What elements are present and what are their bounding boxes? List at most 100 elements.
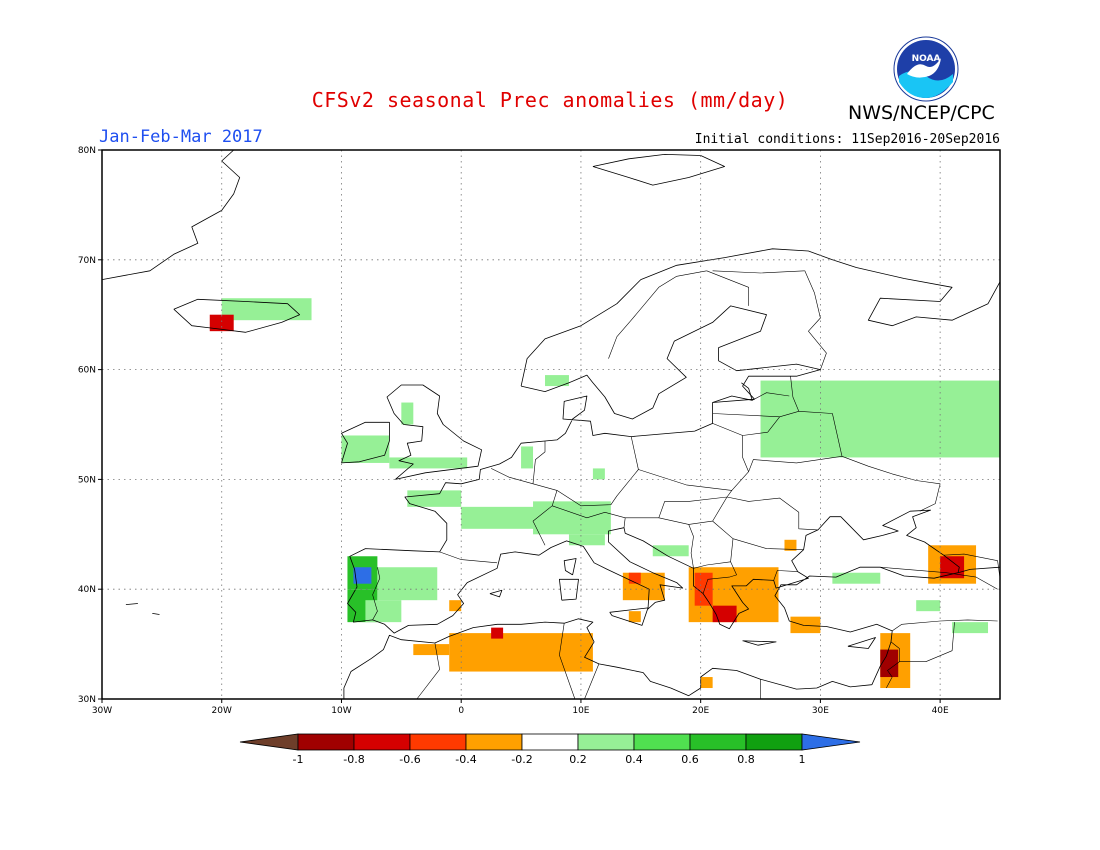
country-border [623, 517, 626, 528]
lat-tick-label: 70N [78, 256, 96, 266]
colorbar-label: 0.2 [569, 753, 587, 766]
country-border [416, 642, 440, 700]
anomaly-cell [880, 649, 899, 678]
anomaly-cell [952, 622, 989, 634]
country-border [712, 413, 780, 418]
lon-tick-label: 30W [92, 706, 112, 716]
lon-tick-label: 30E [812, 706, 829, 716]
anomaly-cell [760, 380, 1000, 458]
coastline [341, 421, 390, 464]
lon-tick-label: 0 [458, 706, 464, 716]
noaa-logo-icon: NOAA [893, 36, 959, 102]
anomaly-cell [790, 616, 821, 634]
colorbar-segment [577, 733, 635, 751]
country-border [532, 441, 546, 484]
anomaly-cell [628, 611, 641, 623]
plot-title: CFSv2 seasonal Prec anomalies (mm/day) [311, 88, 789, 112]
country-border [892, 619, 998, 632]
initial-conditions: Initial conditions: 11Sep2016-20Sep2016 [694, 132, 1000, 147]
country-border [693, 561, 731, 569]
country-border [798, 411, 843, 457]
coastline [742, 640, 777, 646]
forecast-period: Jan-Feb-Mar 2017 [99, 127, 263, 147]
lon-tick-label: 20W [212, 706, 232, 716]
colorbar-label: -0.4 [455, 753, 476, 766]
coastline [489, 589, 503, 598]
graticule [102, 150, 1000, 699]
coastline [101, 149, 241, 280]
anomaly-cell [389, 457, 468, 469]
anomaly-cell [652, 545, 689, 557]
colorbar: -1 -0.8 -0.6 -0.4 -0.2 0.2 0.4 0.6 0.8 1 [239, 733, 861, 766]
colorbar-segment [689, 733, 747, 751]
country-border [748, 456, 941, 512]
country-border [706, 270, 749, 306]
colorbar-segment [409, 733, 467, 751]
anomaly-cell [592, 468, 605, 480]
anomaly-cell [832, 572, 881, 584]
lat-tick-label: 30N [78, 695, 96, 705]
colorbar-label: -0.2 [511, 753, 532, 766]
coastline [563, 558, 577, 576]
coastline [559, 578, 579, 601]
map-frame [101, 149, 1001, 700]
colorbar-segment [465, 733, 523, 751]
anomaly-layer [209, 298, 1000, 689]
anomaly-cell [449, 633, 593, 672]
country-border [732, 538, 804, 550]
colorbar-under-triangle [239, 733, 299, 751]
anomaly-cell [700, 677, 713, 689]
lat-tick-label: 40N [78, 585, 96, 595]
country-border [608, 270, 707, 359]
lon-tick-label: 20E [692, 706, 709, 716]
anomaly-cell [568, 534, 605, 546]
country-border [886, 641, 900, 689]
colorbar-segment [521, 733, 579, 751]
colorbar-label: 0.8 [737, 753, 755, 766]
anomaly-cell [694, 572, 713, 606]
coastline [386, 384, 482, 480]
lon-tick-label: 10W [331, 706, 351, 716]
org-label: NWS/NCEP/CPC [848, 102, 995, 124]
colorbar-label: 0.4 [625, 753, 643, 766]
colorbar-segment [353, 733, 411, 751]
country-border [584, 663, 600, 700]
country-border [638, 423, 749, 491]
country-border [752, 392, 790, 401]
country-border [712, 270, 805, 274]
colorbar-label: -0.8 [343, 753, 364, 766]
anomaly-cell [449, 600, 462, 612]
coastline [847, 637, 876, 649]
coastline [957, 566, 1001, 574]
country-border [773, 570, 798, 581]
colorbar-label: -1 [293, 753, 304, 766]
coastline [520, 248, 1001, 387]
lon-tick-label: 40E [932, 706, 949, 716]
country-border [658, 496, 728, 525]
anomaly-cell [521, 446, 534, 469]
anomaly-cell [784, 539, 797, 551]
country-border [899, 622, 955, 662]
country-border [439, 551, 498, 564]
country-border [804, 270, 827, 370]
country-border [372, 567, 381, 621]
anomaly-cell [916, 600, 941, 612]
anomaly-cell [491, 627, 504, 639]
anomaly-cell [628, 572, 641, 584]
colorbar-label: 0.6 [681, 753, 699, 766]
country-border [688, 524, 694, 569]
country-border [556, 436, 639, 507]
anomaly-cell [341, 435, 390, 463]
colorbar-segment [297, 733, 355, 751]
coastline [609, 607, 649, 626]
coastline [173, 298, 300, 333]
country-border [559, 623, 576, 700]
country-border [742, 376, 800, 436]
coastline [125, 603, 138, 605]
coastline [152, 613, 160, 615]
colorbar-over-triangle [801, 733, 861, 751]
country-border [726, 496, 819, 531]
country-border [880, 566, 998, 590]
colorbar-label: -0.6 [399, 753, 420, 766]
